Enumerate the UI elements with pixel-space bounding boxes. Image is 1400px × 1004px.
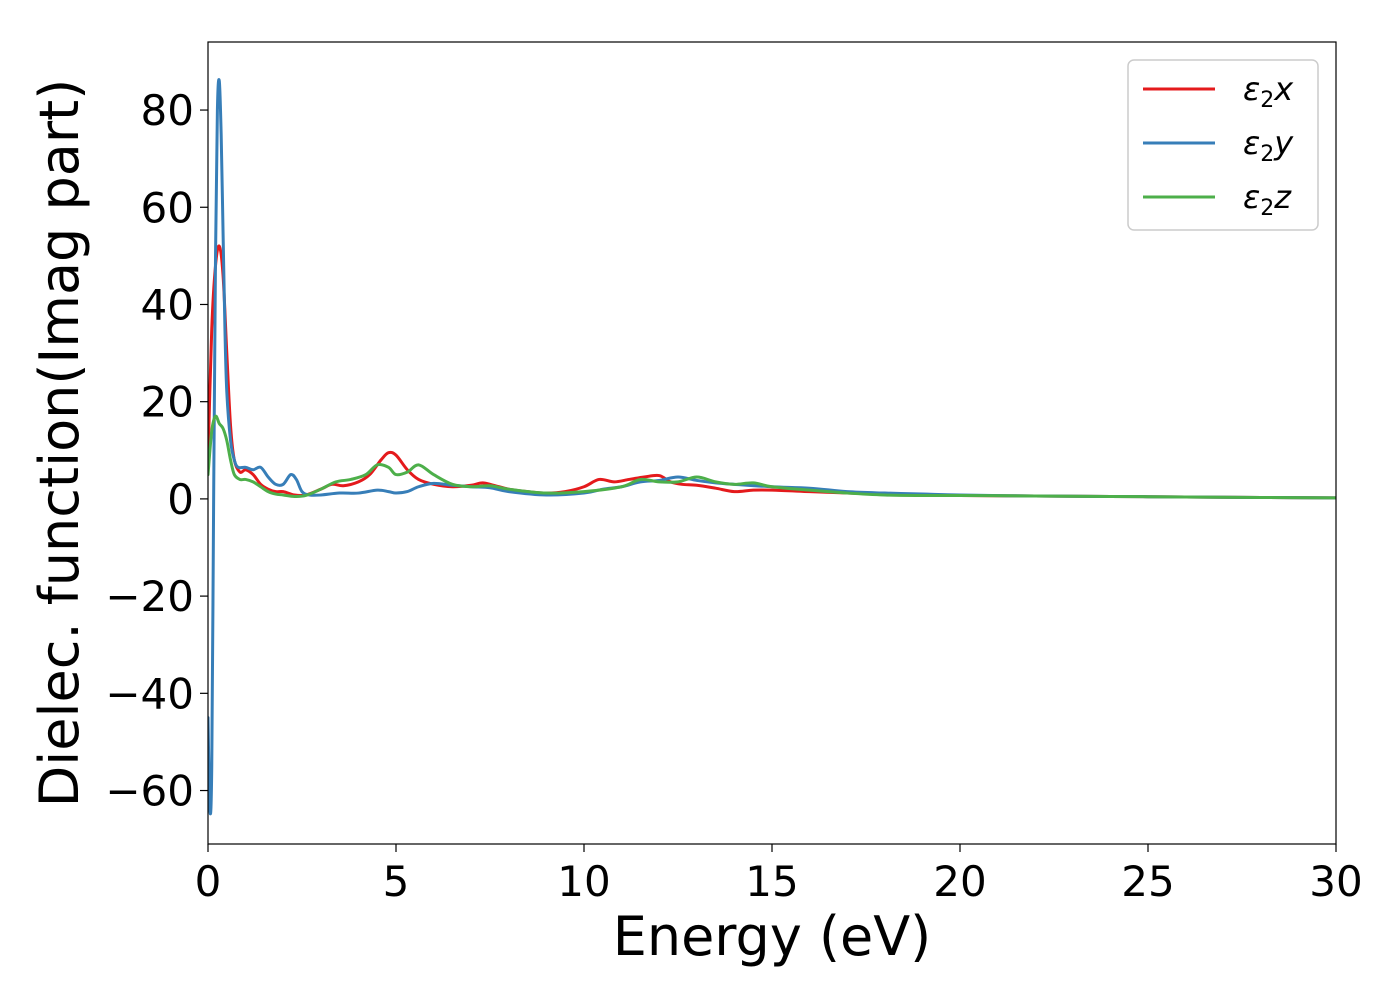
series-layer [208, 78, 1336, 816]
legend-entry-z[interactable]: ε2z [1143, 178, 1292, 221]
x-axis-label: Energy (eV) [613, 905, 932, 968]
y-tick-label: −60 [105, 767, 194, 816]
x-tick-label: 5 [383, 857, 410, 906]
legend-entry-x[interactable]: ε2x [1143, 70, 1294, 113]
legend-label: ε2z [1243, 178, 1292, 221]
series-line-z [208, 414, 1336, 500]
y-axis-ticks: −60 −40 −20 0 20 40 60 80 [105, 86, 208, 816]
legend-label: ε2x [1243, 70, 1294, 113]
y-tick-label: 60 [141, 183, 194, 232]
y-tick-label: −40 [105, 669, 194, 718]
x-tick-label: 0 [195, 857, 222, 906]
x-tick-label: 30 [1309, 857, 1362, 906]
y-axis-label: Dielec. function(Imag part) [28, 79, 91, 808]
legend-box [1127, 59, 1319, 231]
y-tick-label: 0 [167, 475, 194, 524]
y-tick-label: −20 [105, 572, 194, 621]
y-tick-label: 80 [141, 86, 194, 135]
x-axis-ticks: 0 5 10 15 20 25 30 [195, 844, 1363, 906]
legend[interactable]: ε2x ε2y ε2z [1127, 59, 1319, 231]
x-tick-label: 10 [557, 857, 610, 906]
legend-label: ε2y [1243, 124, 1294, 167]
legend-entry-y[interactable]: ε2y [1143, 124, 1294, 167]
x-tick-label: 20 [933, 857, 986, 906]
x-tick-label: 25 [1121, 857, 1174, 906]
y-tick-label: 20 [141, 378, 194, 427]
y-tick-label: 40 [141, 280, 194, 329]
x-tick-label: 15 [745, 857, 798, 906]
